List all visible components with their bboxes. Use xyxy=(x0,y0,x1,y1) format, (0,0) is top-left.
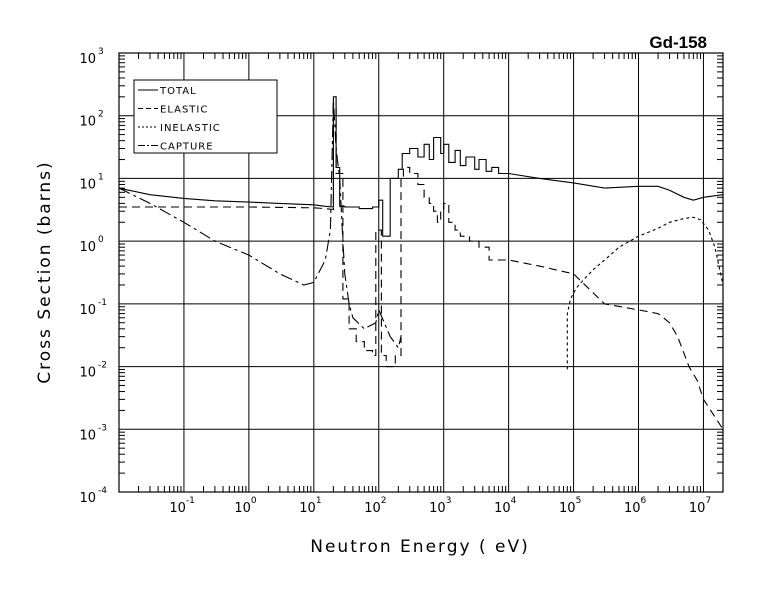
x-tick-label: 10 xyxy=(234,501,251,516)
legend-label-elastic: ELASTIC xyxy=(160,105,208,116)
series-lines xyxy=(119,96,723,430)
x-tick-label: 10 xyxy=(169,501,186,516)
x-tick-exponent: 1 xyxy=(316,496,322,506)
x-tick-exponent: 3 xyxy=(446,496,452,506)
x-tick-label: 10 xyxy=(624,501,641,516)
x-tick-exponent: 6 xyxy=(641,496,647,506)
series-inelastic-line xyxy=(566,216,723,370)
x-tick-exponent: 7 xyxy=(705,496,711,506)
y-tick-label: 10 xyxy=(79,366,96,381)
legend-label-capture: CAPTURE xyxy=(160,142,214,153)
y-tick-exponent: 0 xyxy=(98,235,104,245)
x-tick-label: 10 xyxy=(559,501,576,516)
series-elastic-line xyxy=(119,104,723,430)
x-tick-exponent: -1 xyxy=(186,496,195,506)
y-tick-exponent: -4 xyxy=(98,486,107,496)
minor-ticks xyxy=(119,53,723,492)
y-tick-exponent: 2 xyxy=(98,110,104,120)
legend-label-inelastic: INELASTIC xyxy=(160,123,221,134)
y-axis-label: Cross Section (barns) xyxy=(35,160,55,383)
series-total-line xyxy=(119,96,723,237)
x-tick-exponent: 0 xyxy=(251,496,257,506)
x-tick-label: 10 xyxy=(494,501,511,516)
legend-box xyxy=(133,79,278,154)
plot-frame xyxy=(118,52,724,493)
legend: TOTAL ELASTIC INELASTIC CAPTURE xyxy=(133,79,278,154)
x-tick-exponent: 5 xyxy=(576,496,582,506)
grid-lines xyxy=(119,53,723,492)
chart-title: Gd-158 xyxy=(649,33,707,52)
y-tick-label: 10 xyxy=(79,115,96,130)
x-tick-exponent: 4 xyxy=(511,496,517,506)
y-tick-label: 10 xyxy=(79,240,96,255)
x-axis-label: Neutron Energy ( eV) xyxy=(310,537,530,557)
x-tick-label: 10 xyxy=(429,501,446,516)
y-tick-exponent: 3 xyxy=(98,47,104,57)
y-tick-label: 10 xyxy=(79,303,96,318)
y-tick-label: 10 xyxy=(79,177,96,192)
x-tick-exponent: 2 xyxy=(381,496,387,506)
x-tick-label: 10 xyxy=(364,501,381,516)
x-tick-label: 10 xyxy=(299,501,316,516)
y-tick-exponent: -2 xyxy=(98,361,107,371)
y-tick-label: 10 xyxy=(79,428,96,443)
y-tick-exponent: 1 xyxy=(98,172,104,182)
x-tick-label: 10 xyxy=(689,501,706,516)
y-tick-label: 10 xyxy=(79,52,96,67)
y-tick-label: 10 xyxy=(79,491,96,506)
y-tick-exponent: -1 xyxy=(98,298,107,308)
x-tick-labels: 10 -1 10 0 10 1 10 2 10 3 10 4 10 5 10 6 10 7 xyxy=(169,496,711,516)
series-capture-line xyxy=(119,99,402,349)
legend-label-total: TOTAL xyxy=(159,86,197,97)
y-tick-exponent: -3 xyxy=(98,423,107,433)
